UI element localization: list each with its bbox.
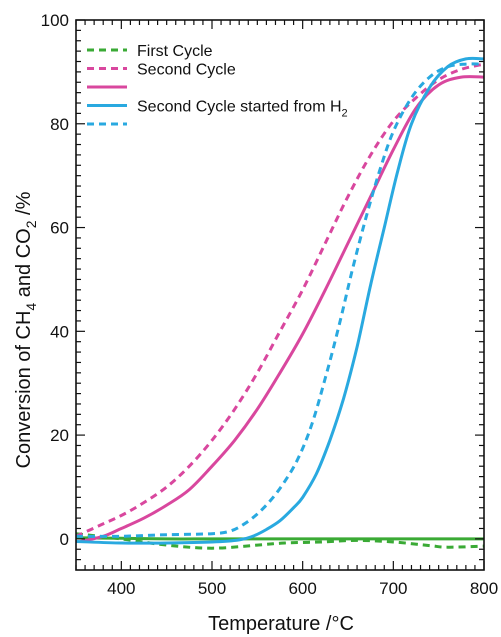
y-label-subscript: 4	[23, 303, 39, 311]
series-line-4	[76, 62, 484, 538]
x-tick-label: 600	[288, 579, 316, 598]
y-label-part: and CO	[13, 228, 35, 302]
x-tick-label: 700	[379, 579, 407, 598]
y-tick-label: 20	[50, 426, 69, 445]
legend-label-2: Second Cycle	[137, 62, 236, 79]
y-tick-label: 60	[50, 219, 69, 238]
series-line-1	[76, 536, 484, 541]
x-axis-label: Temperature /°C	[208, 613, 354, 635]
legend: First Cycle Second Cycle Second Cycle star…	[87, 43, 348, 126]
x-tick-label: 400	[107, 579, 135, 598]
y-tick-label: 80	[50, 115, 69, 134]
plot-frame	[75, 19, 485, 571]
axis-labels: Temperature /°C Conversion of CH4 and CO…	[13, 191, 354, 635]
series-line-3	[80, 75, 484, 543]
series-line-5	[76, 56, 484, 545]
legend-label-1: First Cycle	[137, 43, 213, 60]
y-tick-label: 40	[50, 322, 69, 341]
x-tick-label: 800	[470, 579, 498, 598]
legend-label-4: Second Cycle started from H2	[137, 99, 348, 120]
y-label-part: /%	[13, 191, 35, 220]
series-group	[76, 56, 484, 550]
y-label-part: Conversion of CH	[13, 311, 35, 469]
series-line-6	[76, 62, 484, 538]
x-tick-label: 500	[198, 579, 226, 598]
y-tick-label: 100	[41, 11, 69, 30]
y-tick-label: 0	[60, 530, 69, 549]
y-axis-label: Conversion of CH4 and CO2 /%	[13, 191, 39, 468]
legend-subscript: 2	[342, 108, 348, 120]
y-label-subscript: 2	[23, 220, 39, 228]
series-line-2	[76, 532, 484, 550]
axes: 400 500 600 700 800 0 20 40 60 80 100	[41, 11, 499, 598]
